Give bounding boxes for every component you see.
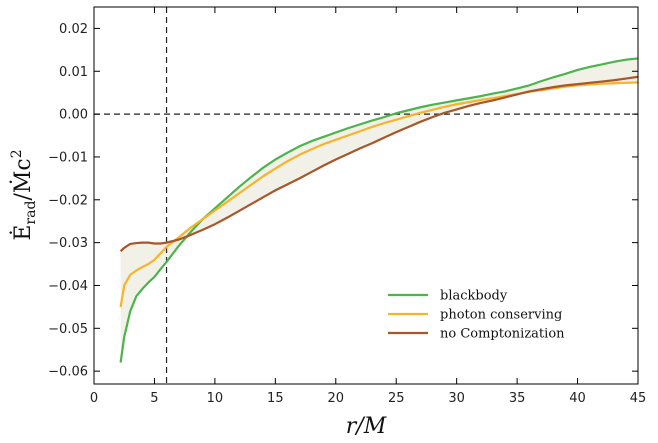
y-tick-label: 0.02 <box>59 22 88 37</box>
svg-text:Ėrad/Ṁc2: Ėrad/Ṁc2 <box>9 149 39 240</box>
series-line-blackbody <box>119 57 639 363</box>
x-tick-label: 5 <box>150 391 158 406</box>
y-tick-label: −0.03 <box>48 236 88 251</box>
y-axis-ticks: −0.06 −0.05 −0.04 −0.03 −0.02 −0.01 0.00 0.01 0.… <box>48 22 638 380</box>
y-label-main: Ė <box>9 225 36 241</box>
legend: blackbody photon conserving no Comptonizat… <box>388 289 565 342</box>
legend-label: blackbody <box>440 289 508 304</box>
y-tick-label: 0.00 <box>59 108 88 123</box>
x-tick-label: 45 <box>630 391 647 406</box>
series-line-no-comptonization <box>119 75 639 252</box>
y-tick-label: −0.01 <box>48 150 88 165</box>
plot-background <box>94 7 638 384</box>
x-axis-ticks: 0 5 10 15 20 25 30 35 40 45 <box>90 7 646 406</box>
x-tick-label: 10 <box>207 391 224 406</box>
legend-label: no Comptonization <box>440 327 565 342</box>
x-tick-label: 0 <box>90 391 98 406</box>
y-label-sub: rad <box>23 201 39 225</box>
y-tick-label: −0.04 <box>48 279 88 294</box>
x-tick-label: 15 <box>267 391 284 406</box>
x-axis-label: r/M <box>346 414 387 439</box>
series-layer <box>119 57 639 363</box>
x-tick-label: 40 <box>569 391 586 406</box>
y-label-sup: 2 <box>9 149 25 158</box>
plot-frame <box>93 6 639 385</box>
x-tick-label: 25 <box>388 391 405 406</box>
x-tick-label: 20 <box>328 391 345 406</box>
x-tick-label: 30 <box>448 391 465 406</box>
y-tick-label: −0.02 <box>48 193 88 208</box>
reference-lines <box>94 7 638 384</box>
x-tick-label: 35 <box>509 391 526 406</box>
y-axis-label: Ėrad/Ṁc2 <box>9 149 39 240</box>
legend-label: photon conserving <box>440 308 562 323</box>
y-label-div: /Ṁc <box>9 158 36 200</box>
y-tick-label: 0.01 <box>59 65 88 80</box>
y-tick-label: −0.05 <box>48 322 88 337</box>
y-tick-label: −0.06 <box>48 365 88 380</box>
